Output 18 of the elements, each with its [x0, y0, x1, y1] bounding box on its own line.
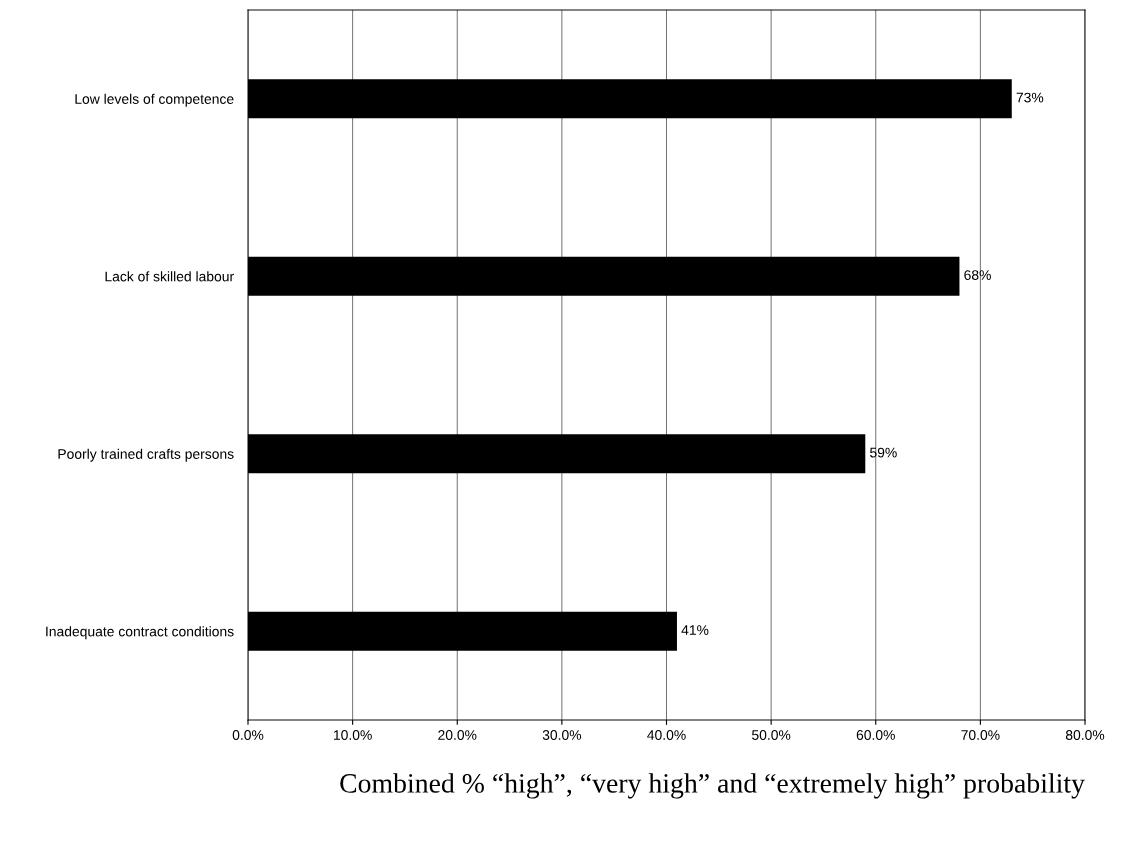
y-tick-label: Poorly trained crafts persons [58, 448, 234, 462]
x-tick-label: 30.0% [542, 730, 582, 740]
x-tick-label: 0.0% [232, 730, 264, 740]
data-label: 68% [964, 270, 991, 280]
data-label: 59% [870, 447, 897, 458]
y-tick-label: Inadequate contract conditions [46, 626, 234, 640]
data-label: 73% [1016, 92, 1044, 103]
x-tick-label: 40.0% [647, 730, 686, 740]
x-tick-label: 60.0% [856, 730, 895, 740]
y-tick-label: Low levels of competence [75, 93, 234, 107]
data-label: 41% [681, 625, 709, 635]
y-tick-label: Lack of skilled labour [105, 271, 234, 282]
x-tick-label: 50.0% [751, 730, 791, 740]
x-tick-label: 10.0% [333, 730, 372, 740]
x-tick-label: 20.0% [438, 730, 477, 740]
x-axis-title: Combined % “high”, “very high” and “extremely high” probability [340, 773, 1085, 799]
x-tick-label: 80.0% [1065, 730, 1105, 740]
x-tick-label: 70.0% [961, 730, 1000, 740]
